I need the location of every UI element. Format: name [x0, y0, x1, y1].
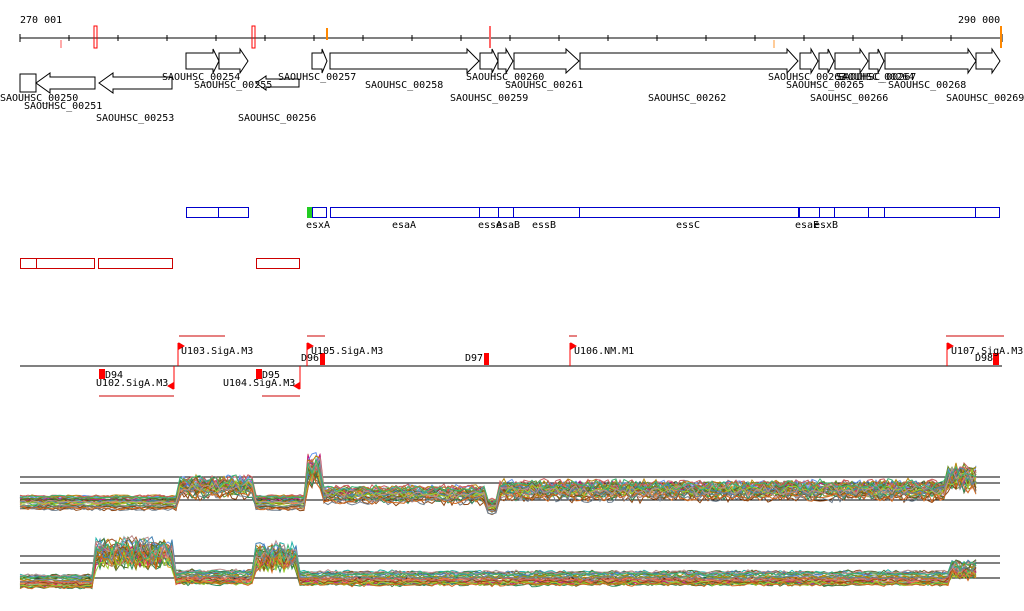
- gene-arrow[interactable]: [479, 48, 499, 74]
- gene-label: SAOUHSC_00251: [24, 101, 102, 112]
- gene-name: esaB: [496, 220, 520, 231]
- promoter-label[interactable]: U105.SigA.M3: [311, 346, 383, 357]
- terminator-marker[interactable]: [320, 353, 325, 365]
- gene-name: essB: [532, 220, 556, 231]
- gene-name: essA: [478, 220, 502, 231]
- gene-segment[interactable]: [513, 207, 580, 218]
- gene-label: SAOUHSC_00267: [838, 72, 916, 83]
- promoter-label[interactable]: U107.SigA.M3: [951, 346, 1023, 357]
- gene-segment[interactable]: [868, 207, 885, 218]
- named-gene-track: esxA esaA essA esaB essB essC esaE esxB: [186, 207, 1000, 231]
- gene-arrow[interactable]: [818, 48, 835, 74]
- gene-label: SAOUHSC_00263: [768, 72, 846, 83]
- gene-label: SAOUHSC_00269: [946, 93, 1024, 104]
- gene-segment[interactable]: [479, 207, 499, 218]
- terminator-label[interactable]: D95: [262, 370, 280, 381]
- gene-name: esxB: [814, 220, 838, 231]
- expression-panel-1: [20, 453, 1000, 515]
- reverse-feature-track: [20, 258, 300, 269]
- gene-label: SAOUHSC_00264: [836, 72, 914, 83]
- expression-traces: [20, 536, 1000, 589]
- feature-segment[interactable]: [256, 258, 300, 269]
- coordinate-ruler: 270 001 290 000: [19, 15, 1003, 49]
- gene-label: SAOUHSC_00262: [648, 93, 726, 104]
- terminator-marker[interactable]: [484, 353, 489, 365]
- gene-label: SAOUHSC_00265: [786, 80, 864, 91]
- gene-arrow[interactable]: [884, 47, 977, 75]
- terminator-marker[interactable]: [993, 353, 999, 365]
- gene-arrow[interactable]: [513, 47, 580, 75]
- gene-arrow[interactable]: [799, 47, 819, 75]
- gene-arrow[interactable]: [579, 47, 799, 75]
- gene-segment[interactable]: [218, 207, 249, 218]
- gene-arrow[interactable]: [35, 72, 96, 94]
- gene-arrow[interactable]: [868, 48, 885, 74]
- gene-arrow[interactable]: [497, 47, 514, 75]
- gene-name: esxA: [306, 220, 330, 231]
- gene-label: SAOUHSC_00254: [162, 72, 240, 83]
- ruler-end-label: 290 000: [958, 15, 1000, 26]
- gene-segment[interactable]: [186, 207, 219, 218]
- promoter-label[interactable]: U102.SigA.M3: [96, 378, 168, 389]
- gene-name: esaE: [795, 220, 819, 231]
- gene-arrow[interactable]: [975, 47, 1001, 75]
- gene-label: SAOUHSC_00259: [450, 93, 528, 104]
- gene-label: SAOUHSC_00260: [466, 72, 544, 83]
- gene-name: essC: [676, 220, 700, 231]
- gene-arrow[interactable]: [185, 48, 220, 74]
- gene-segment[interactable]: [884, 207, 976, 218]
- gene-track-forward: [185, 47, 1001, 75]
- gene-label: SAOUHSC_00258: [365, 80, 443, 91]
- gene-segment[interactable]: [498, 207, 514, 218]
- promoter-arrows: [167, 342, 954, 390]
- gene-segment-highlight: [307, 207, 312, 218]
- gene-arrow[interactable]: [329, 47, 480, 75]
- gene-arrow[interactable]: [98, 72, 173, 94]
- expression-panel-2: [20, 536, 1000, 589]
- gene-label: SAOUHSC_00256: [238, 113, 316, 124]
- gene-label: SAOUHSC_00268: [888, 80, 966, 91]
- terminator-label[interactable]: D97: [465, 353, 483, 364]
- gene-arrow[interactable]: [255, 75, 300, 91]
- gene-label: SAOUHSC_00250: [0, 93, 78, 104]
- terminator-marks: [99, 353, 999, 379]
- regulatory-track: U103.SigA.M3 U105.SigA.M3 U106.NM.M1 U10…: [20, 335, 1023, 397]
- terminator-marker[interactable]: [256, 369, 262, 379]
- terminator-label[interactable]: D98: [975, 353, 993, 364]
- promoter-label[interactable]: U106.NM.M1: [574, 346, 634, 357]
- gene-arrow[interactable]: [834, 47, 869, 75]
- feature-segment[interactable]: [20, 258, 37, 269]
- gene-segment[interactable]: [834, 207, 869, 218]
- terminator-label[interactable]: D94: [105, 370, 123, 381]
- gene-segment[interactable]: [819, 207, 835, 218]
- gene-name: esaA: [392, 220, 416, 231]
- gene-arrow[interactable]: [311, 48, 328, 74]
- feature-segment[interactable]: [98, 258, 173, 269]
- gene-segment[interactable]: [312, 207, 327, 218]
- feature-segment[interactable]: [36, 258, 95, 269]
- terminator-marker[interactable]: [99, 369, 105, 379]
- terminator-label[interactable]: D96: [301, 353, 319, 364]
- gene-track-reverse: [19, 72, 300, 94]
- gene-segment[interactable]: [975, 207, 1000, 218]
- promoter-label[interactable]: U104.SigA.M3: [223, 378, 295, 389]
- gene-segment[interactable]: [579, 207, 799, 218]
- gene-segment[interactable]: [330, 207, 480, 218]
- gene-box[interactable]: [19, 73, 37, 93]
- gene-label: SAOUHSC_00257: [278, 72, 356, 83]
- expression-traces: [20, 453, 1000, 515]
- ruler-marks: [60, 25, 1002, 49]
- promoter-spans: [99, 335, 1004, 397]
- ruler-start-label: 270 001: [20, 15, 62, 26]
- gene-label: SAOUHSC_00255: [194, 80, 272, 91]
- gene-label: SAOUHSC_00266: [810, 93, 888, 104]
- gene-label: SAOUHSC_00261: [505, 80, 583, 91]
- gene-segment[interactable]: [799, 207, 820, 218]
- gene-arrow[interactable]: [218, 47, 249, 75]
- gene-labels: SAOUHSC_00254 SAOUHSC_00255 SAOUHSC_0025…: [0, 72, 1024, 124]
- gene-label: SAOUHSC_00253: [96, 113, 174, 124]
- promoter-label[interactable]: U103.SigA.M3: [181, 346, 253, 357]
